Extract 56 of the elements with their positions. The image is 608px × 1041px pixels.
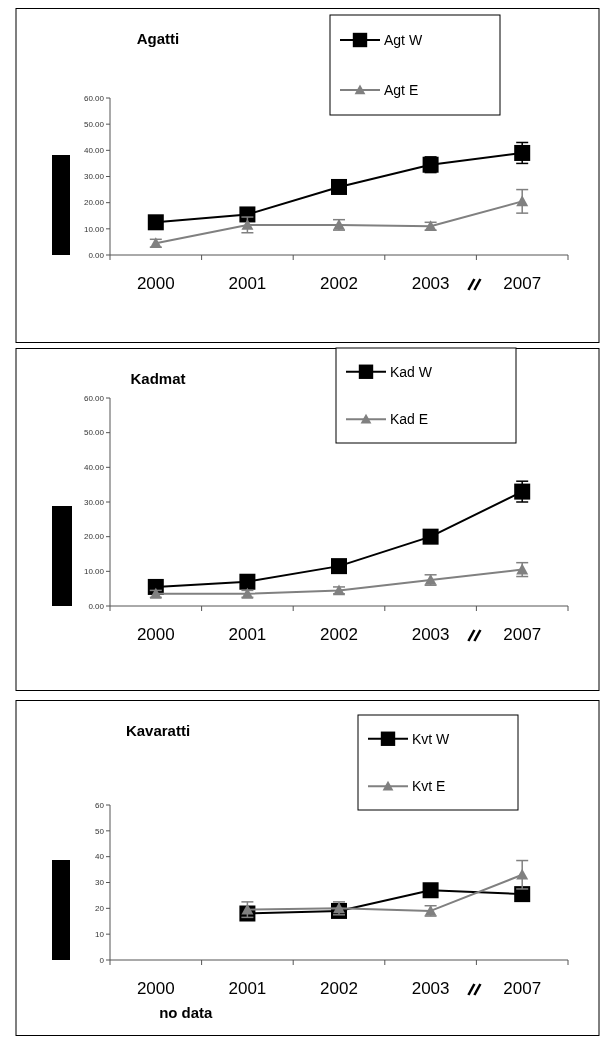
legend-label: Agt E <box>384 81 419 98</box>
chart-title: Kavaratti <box>125 722 191 739</box>
y-tick-label: 40.00 <box>83 463 105 473</box>
x-tick-label: 2007 <box>503 979 542 998</box>
point <box>514 144 531 161</box>
y-tick-label: 20.00 <box>83 532 105 542</box>
chart-title: Kadmat <box>130 370 186 387</box>
point <box>241 903 254 915</box>
x-tick-label: 2000 <box>136 625 175 644</box>
y-tick-label: 10 <box>95 929 105 939</box>
legend-label: Kad E <box>390 411 429 428</box>
y-tick-label: 20 <box>95 904 105 914</box>
y-tick-label: 0.00 <box>88 601 105 611</box>
point <box>331 558 347 575</box>
x-tick-label: 2000 <box>136 274 175 293</box>
legend-label: Kad W <box>390 363 433 380</box>
text: no data <box>159 1004 214 1021</box>
x-tick-label: 2007 <box>503 625 542 644</box>
x-tick-label: 2003 <box>411 274 450 293</box>
y-tick-label: 60 <box>95 800 105 810</box>
x-tick-label: 2001 <box>228 274 267 293</box>
point <box>422 528 439 545</box>
x-tick-label: 2002 <box>320 274 358 293</box>
y-tick-label: 30.00 <box>83 497 105 507</box>
y-tick-label: 20.00 <box>83 198 105 208</box>
y-tick-label: 30.00 <box>83 172 105 182</box>
y-tick-label: 40.00 <box>83 146 105 156</box>
x-tick-label: 2007 <box>503 274 542 293</box>
legend-label: Kvt E <box>412 778 446 795</box>
x-tick-label: 2003 <box>411 979 450 998</box>
x-tick-label: 2001 <box>228 979 267 998</box>
point <box>239 573 256 590</box>
legend-label: Kvt W <box>412 730 451 747</box>
point <box>516 195 529 207</box>
x-tick-label: 2003 <box>411 625 450 644</box>
y-tick-label: 60.00 <box>83 93 105 103</box>
point <box>422 882 439 899</box>
y-tick-label: 50.00 <box>83 428 105 438</box>
y-tick-label: 0 <box>99 955 105 965</box>
x-tick-label: 2000 <box>136 979 175 998</box>
y-tick-label: 0.00 <box>88 250 105 260</box>
y-tick-label: 60.00 <box>83 393 105 403</box>
y-tick-label: 10.00 <box>83 567 105 577</box>
x-tick-label: 2002 <box>320 979 358 998</box>
y-tick-label: 50 <box>95 826 105 836</box>
y-tick-label: 50.00 <box>83 119 105 129</box>
x-tick-label: 2002 <box>320 625 358 644</box>
x-tick-label: 2001 <box>228 625 267 644</box>
y-tick-label: 10.00 <box>83 224 105 234</box>
chart-title: Agatti <box>136 30 180 47</box>
point <box>147 214 164 231</box>
point <box>331 178 347 195</box>
legend-label: Agt W <box>384 31 423 48</box>
point <box>516 868 529 880</box>
y-tick-label: 30 <box>95 878 105 888</box>
y-tick-label: 40 <box>95 852 105 862</box>
